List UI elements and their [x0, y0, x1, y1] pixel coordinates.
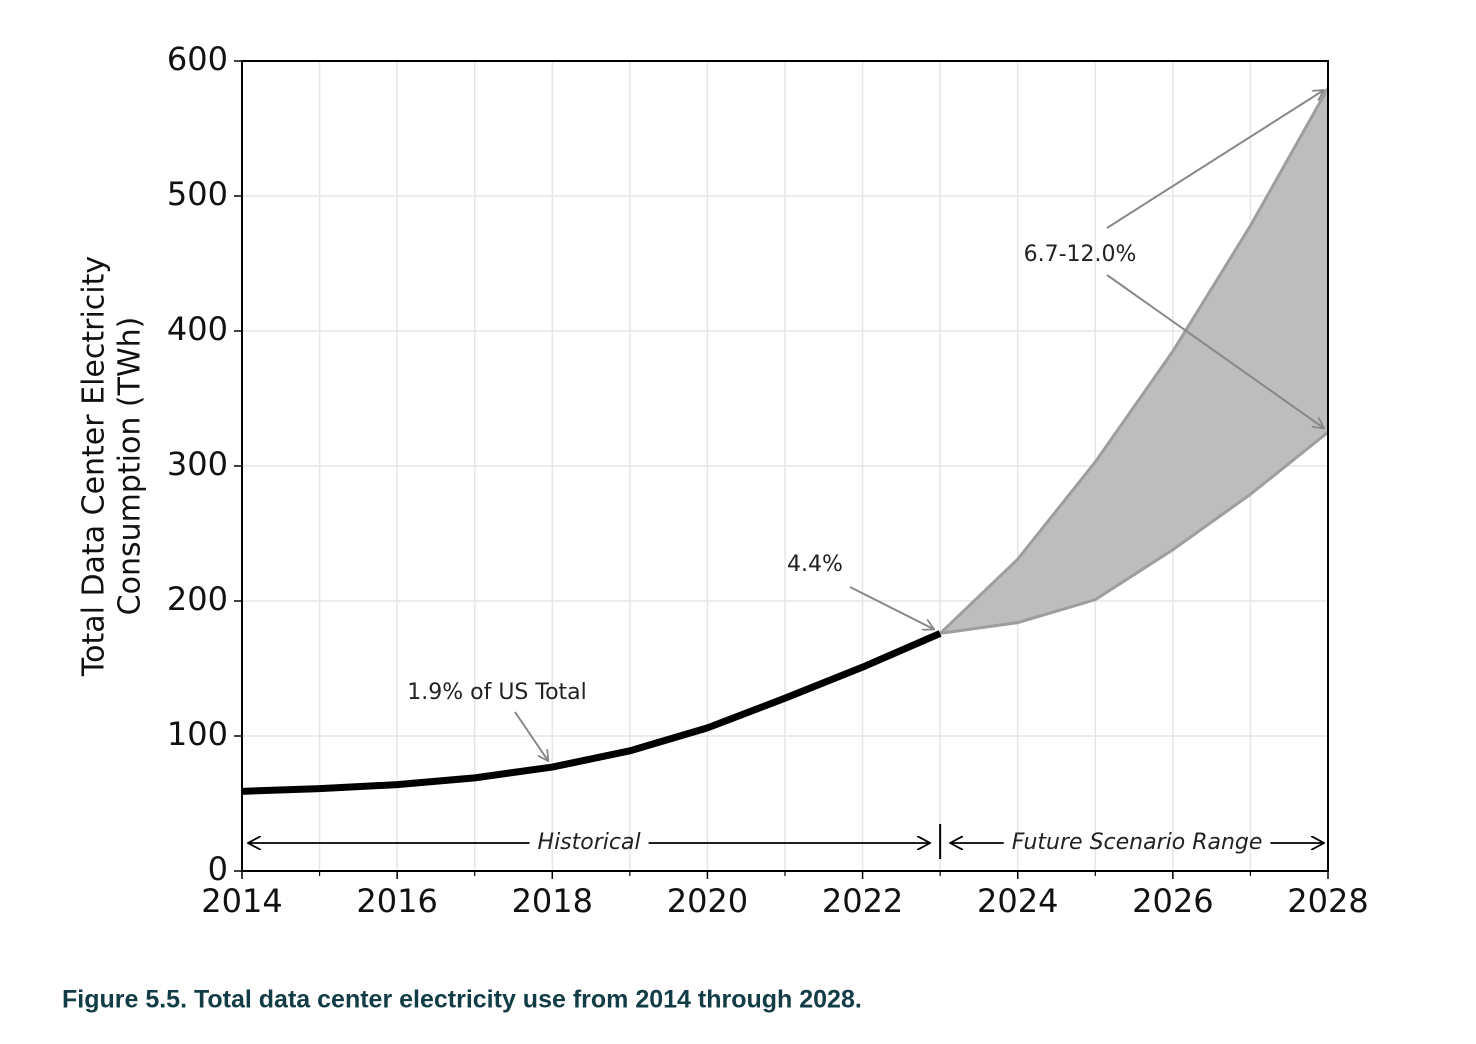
y-tick-label: 400: [167, 310, 228, 348]
annotation: 1.9% of US Total: [407, 680, 587, 705]
plot-frame: [241, 60, 1329, 872]
scenario-edge: [939, 431, 1329, 635]
y-tick-label: 300: [167, 445, 228, 483]
y-axis-label: Total Data Center Electricity: [77, 256, 112, 677]
scenario-range: [940, 88, 1328, 634]
x-tick-label: 2026: [1132, 882, 1213, 920]
y-tick-label: 100: [167, 715, 228, 753]
y-tick-label: 0: [208, 850, 228, 888]
y-tick-label: 500: [167, 175, 228, 213]
y-tick-label: 600: [167, 40, 228, 78]
span-label: Future Scenario Range: [1012, 830, 1263, 855]
annotation-arrow: [1106, 274, 1324, 428]
scenario-edge: [939, 87, 1330, 635]
x-tick-label: 2020: [667, 882, 748, 920]
line: [241, 630, 942, 795]
x-tick-label: 2016: [356, 882, 437, 920]
span-label: Historical: [538, 830, 641, 855]
annotation-arrow: [1106, 90, 1324, 229]
x-tick-label: 2022: [822, 882, 903, 920]
caption: Figure 5.5. Total data center electricit…: [62, 986, 862, 1014]
annotation-arrow: [514, 711, 548, 761]
x-tick-label: 2024: [977, 882, 1058, 920]
x-tick-label: 2014: [201, 882, 282, 920]
x-tick-label: 2018: [512, 882, 593, 920]
annotation: 6.7-12.0%: [1024, 242, 1137, 267]
y-axis-label: Consumption (TWh): [113, 317, 148, 616]
annotation: 4.4%: [787, 552, 843, 577]
annotation-arrow: [849, 586, 934, 629]
x-tick-label: 2028: [1287, 882, 1368, 920]
y-tick-label: 200: [167, 580, 228, 618]
